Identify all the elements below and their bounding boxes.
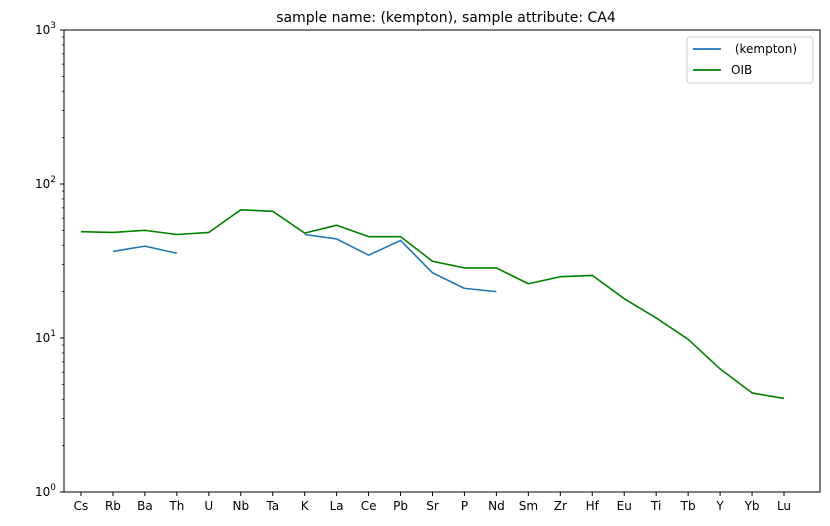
x-axis: Cs Rb Ba Th U Nb Ta K La Ce Pb Sr P Nd Sm Zr Hf Eu Ti Tb Y Yb…	[74, 492, 791, 513]
x-tick-label: Yb	[744, 499, 760, 513]
x-tick-label: Y	[715, 499, 724, 513]
series-line-0	[112, 245, 178, 255]
legend-label: (kempton)	[731, 42, 797, 56]
x-tick-label: Tb	[680, 499, 696, 513]
x-tick-label: La	[330, 499, 344, 513]
x-tick-label: Sm	[519, 499, 538, 513]
x-tick-label: Pb	[393, 499, 408, 513]
legend-label: OIB	[731, 63, 752, 77]
series-line-1	[80, 208, 785, 400]
x-tick-label: Hf	[586, 499, 600, 513]
x-tick-label: Rb	[105, 499, 121, 513]
x-tick-label: Lu	[777, 499, 791, 513]
legend: (kempton) OIB	[686, 36, 814, 84]
x-tick-label: Th	[168, 499, 184, 513]
plot-area	[63, 29, 821, 493]
x-tick-label: Ba	[137, 499, 153, 513]
chart-title: sample name: (kempton), sample attribute…	[276, 10, 616, 26]
x-tick-label: P	[461, 499, 468, 513]
y-axis: 100 101 102 103	[35, 21, 64, 499]
x-tick-label: Nd	[488, 499, 505, 513]
x-tick-label: Zr	[554, 499, 567, 513]
x-tick-label: Ta	[265, 499, 279, 513]
x-tick-label: Cs	[74, 499, 89, 513]
series-layer	[80, 208, 785, 400]
y-tick-label: 101	[35, 329, 56, 345]
series-line-0	[304, 233, 497, 293]
x-tick-label: K	[301, 499, 310, 513]
x-tick-label: Nb	[232, 499, 249, 513]
x-tick-label: U	[204, 499, 213, 513]
y-tick-label: 102	[35, 175, 56, 191]
y-tick-label: 103	[35, 21, 56, 37]
x-tick-label: Ce	[361, 499, 377, 513]
y-tick-label: 100	[35, 483, 56, 499]
x-tick-label: Eu	[617, 499, 632, 513]
x-tick-label: Sr	[426, 499, 439, 513]
x-tick-label: Ti	[650, 499, 661, 513]
